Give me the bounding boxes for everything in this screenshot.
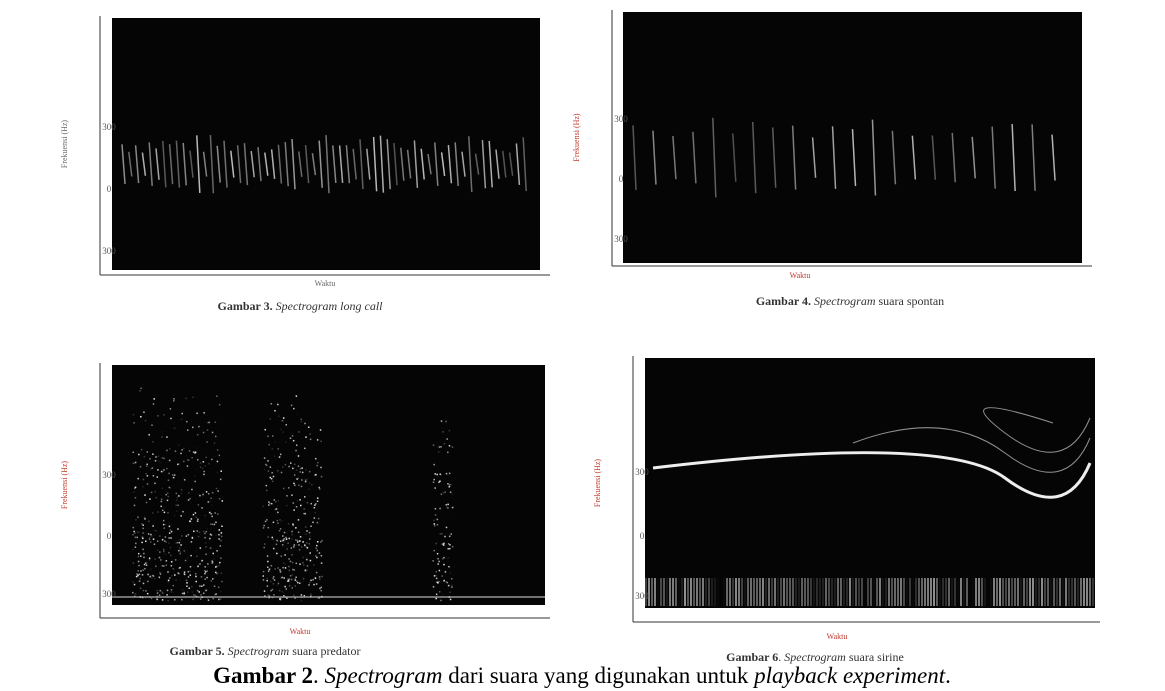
caption: Gambar 5. Spectrogram suara predator: [170, 644, 361, 658]
y-tick-label: 0: [107, 531, 112, 541]
caption-part: Spectrogram: [784, 650, 846, 664]
caption: Gambar 2. Spectrogram dari suara yang di…: [213, 663, 951, 688]
y-tick-label: 300: [614, 234, 628, 244]
caption-part: Gambar 2: [213, 663, 313, 688]
caption-part: Spectrogram: [814, 294, 876, 308]
y-tick-label: 300: [102, 122, 116, 132]
caption-part: Gambar 4.: [756, 294, 814, 308]
y-tick-label: 300: [635, 591, 649, 601]
y-axis-label: Frekuensi (Hz): [593, 459, 602, 508]
y-axis-label: Frekuensi (Hz): [60, 461, 69, 510]
caption-part: suara sirine: [846, 650, 904, 664]
x-axis-label: Waktu: [315, 279, 336, 288]
y-tick-label: 300: [102, 470, 116, 480]
caption-part: Spectrogram long call: [276, 299, 384, 313]
x-axis-label: Waktu: [827, 632, 848, 641]
caption-part: suara predator: [289, 644, 360, 658]
caption-part: suara spontan: [876, 294, 945, 308]
caption-part: Spectrogram: [228, 644, 290, 658]
caption-part: Spectrogram: [325, 663, 443, 688]
caption-part: dari suara yang digunakan untuk: [442, 663, 754, 688]
spectrogram-texture: [632, 117, 1056, 198]
caption: Gambar 4. Spectrogram suara spontan: [756, 294, 944, 308]
y-tick-label: 300: [102, 246, 116, 256]
y-tick-label: 300: [102, 589, 116, 599]
caption-part: Gambar 6: [726, 650, 778, 664]
spectrogram-texture: [112, 387, 545, 602]
y-tick-label: 0: [619, 174, 624, 184]
caption-part: .: [313, 663, 325, 688]
spectrogram: [112, 365, 545, 605]
caption-part: Gambar 5.: [170, 644, 228, 658]
caption: Gambar 3. Spectrogram long call: [218, 299, 384, 313]
spectrogram-texture: [645, 407, 1094, 606]
spectrogram-texture: [121, 135, 527, 194]
spectrogram: [645, 358, 1095, 608]
x-axis-label: Waktu: [790, 271, 811, 280]
caption-part: .: [945, 663, 951, 688]
y-tick-label: 300: [614, 114, 628, 124]
y-axis-label: Frekuensi (Hz): [572, 113, 581, 162]
caption-part: playback experiment: [752, 663, 946, 688]
caption-part: Gambar 3.: [218, 299, 276, 313]
y-axis-label: Frekuensi (Hz): [60, 120, 69, 169]
y-tick-label: 300: [635, 467, 649, 477]
y-tick-label: 0: [107, 184, 112, 194]
x-axis-label: Waktu: [290, 627, 311, 636]
caption-part: .: [778, 650, 784, 664]
y-tick-label: 0: [640, 531, 645, 541]
caption: Gambar 6. Spectrogram suara sirine: [726, 650, 904, 664]
